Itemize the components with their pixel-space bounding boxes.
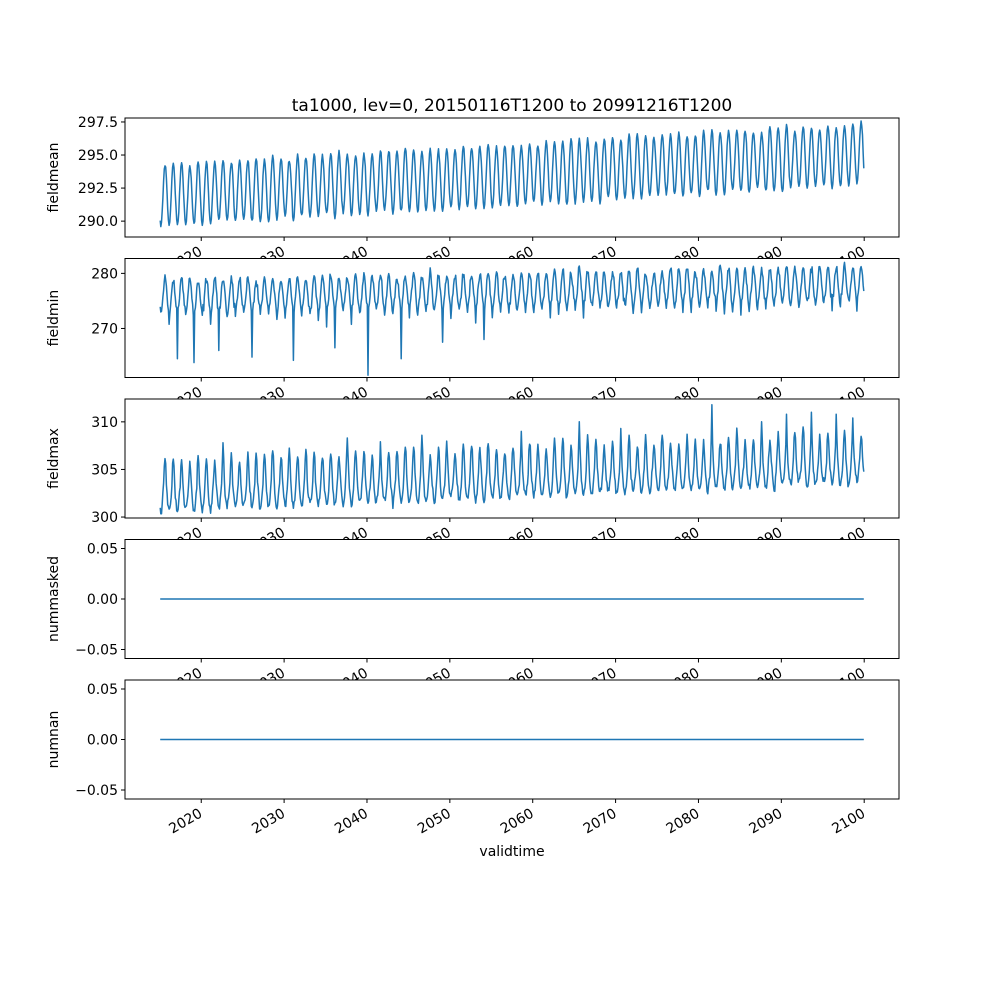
y-tick-label: 310 xyxy=(91,415,118,431)
x-tick-label: 2100 xyxy=(829,806,868,838)
y-tick-label: 295.0 xyxy=(78,148,118,164)
x-tick-label: 2080 xyxy=(664,806,703,838)
subplot-fieldmean: 297.5295.0292.5290.020202030204020502060… xyxy=(46,115,900,275)
y-tick-label: 280 xyxy=(91,266,118,282)
y-tick-label: 0.00 xyxy=(87,592,118,608)
fieldmin-ylabel: fieldmin xyxy=(46,290,62,347)
subplot-fieldmax: 3103053002020203020402050206020702080209… xyxy=(46,398,900,556)
y-tick-label: 0.05 xyxy=(87,541,118,557)
x-tick-label: 2070 xyxy=(581,806,620,838)
axes-spines xyxy=(124,117,900,238)
nummasked-ylabel: nummasked xyxy=(46,556,62,642)
y-tick-label: −0.05 xyxy=(75,643,118,659)
x-tick-label: 2090 xyxy=(746,806,785,838)
fieldmean-ylabel: fieldmean xyxy=(46,143,62,213)
fieldmax-line xyxy=(159,403,865,515)
subplot-nummasked: 0.050.00−0.05202020302040205020602070208… xyxy=(46,539,900,697)
subplot-fieldmin: 2802702020203020402050206020702080209021… xyxy=(46,258,900,416)
x-tick-label: 2050 xyxy=(415,806,454,838)
x-tick-label: 2030 xyxy=(249,806,288,838)
fieldmean-line xyxy=(159,120,865,228)
y-tick-label: 292.5 xyxy=(78,181,118,197)
x-axis-label: validtime xyxy=(479,844,544,860)
y-tick-label: 300 xyxy=(91,510,118,526)
axes-spines xyxy=(124,398,900,519)
x-tick-label: 2020 xyxy=(166,806,205,838)
y-tick-label: 305 xyxy=(91,462,118,478)
y-tick-label: 0.00 xyxy=(87,733,118,749)
y-tick-label: 297.5 xyxy=(78,115,118,131)
x-tick-label: 2060 xyxy=(498,806,537,838)
fieldmax-ylabel: fieldmax xyxy=(46,428,62,489)
y-tick-label: −0.05 xyxy=(75,783,118,799)
fieldmin-line xyxy=(159,261,865,377)
subplot-numnan: 0.05 0.00 −0.05 2020 2030 2040 2050 2060 2070 208… xyxy=(46,679,900,838)
y-tick-label: 270 xyxy=(91,321,118,337)
figure-title: ta1000, lev=0, 20150116T1200 to 20991216… xyxy=(292,96,733,116)
y-tick-label: 0.05 xyxy=(87,682,118,698)
numnan-ylabel: numnan xyxy=(46,711,62,769)
y-tick-label: 290.0 xyxy=(78,214,118,230)
axes-spines xyxy=(124,258,900,378)
x-tick-label: 2040 xyxy=(332,806,371,838)
